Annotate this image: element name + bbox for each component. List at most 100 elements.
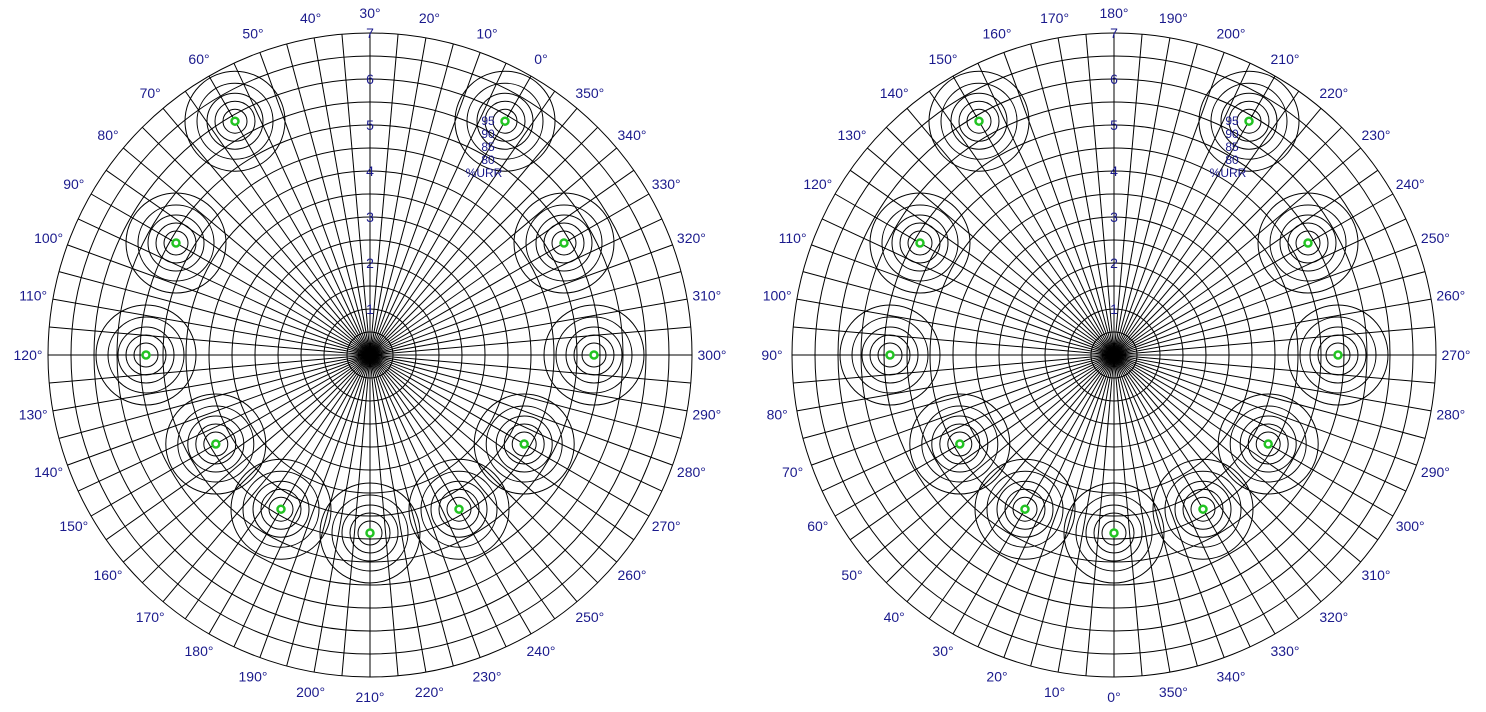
radial-spoke [1113,326,1435,356]
radial-spoke [821,218,1115,356]
radial-spoke [1113,354,1322,602]
target-marker [365,528,375,538]
target-ring [1085,504,1143,562]
radial-spoke [77,354,371,492]
angle-label: 40° [300,10,321,26]
target-ring [357,520,383,546]
radial-spoke [141,126,371,356]
radial-spoke [369,90,556,356]
radial-spoke [369,34,399,356]
target-ring [206,92,264,150]
radial-spoke [49,354,371,384]
angle-label: 90° [761,347,782,363]
target-ring [1325,342,1351,368]
radial-spoke [793,326,1115,356]
angle-label: 80° [97,127,118,143]
radial-spoke [1113,52,1225,356]
target-marker [559,238,569,248]
radial-label: 5 [366,117,374,133]
radial-spoke [90,354,371,517]
target-ring [484,100,526,142]
angle-label: 270° [652,518,681,534]
radial-spoke [1113,354,1394,517]
radial-spoke [1003,52,1115,356]
target-marker [1303,238,1313,248]
target-ring [877,342,903,368]
radial-spoke [286,43,371,356]
radial-spoke [928,354,1115,620]
radial-spoke [834,193,1115,356]
target-ring [513,192,615,294]
left-polar-plot: 0°10°20°30°40°50°60°70°80°90°100°110°120… [14,5,727,705]
angle-label: 210° [356,689,385,705]
target-ring [147,214,205,272]
urr-label: 90 [1225,127,1239,141]
target-ring [319,482,421,584]
radial-spoke [162,108,371,356]
target-ring [543,304,645,406]
target-ring [891,214,949,272]
radial-spoke [313,354,371,673]
target-marker [1198,504,1208,514]
target-ring [1299,316,1377,394]
radial-spoke [1113,62,1251,356]
radial-spoke [1113,90,1300,356]
target-marker [1109,528,1119,538]
radial-spoke [208,354,371,635]
target-ring [565,326,623,384]
angle-label: 160° [983,26,1012,42]
angle-label: 100° [763,288,792,304]
angle-label: 140° [880,85,909,101]
radial-spoke [802,271,1115,356]
urr-label: 95 [1225,114,1239,128]
angle-label: 90° [63,176,84,192]
angle-label: 260° [1436,288,1465,304]
target-ring [125,334,167,376]
radial-spoke [796,298,1115,356]
radial-label: 2 [1110,255,1118,271]
radial-spoke [1030,43,1115,356]
angle-label: 350° [1159,684,1188,700]
target-ring [939,423,981,465]
radial-label: 1 [1110,301,1118,317]
radial-spoke [77,218,371,356]
target-marker [519,439,529,449]
target-ring [125,192,227,294]
target-marker [454,504,464,514]
angle-label: 170° [1040,10,1069,26]
angle-label: 110° [779,230,807,246]
target-ring [1220,92,1278,150]
target-ring [476,92,534,150]
target-ring [1012,496,1038,522]
angle-label: 250° [575,609,604,625]
target-ring [1269,204,1347,282]
angle-label: 50° [841,567,862,583]
radial-spoke [369,43,454,356]
radial-spoke [369,354,427,673]
target-marker [1333,350,1343,360]
angle-label: 20° [986,668,1007,684]
urr-label: 90 [481,127,495,141]
target-marker [500,116,510,126]
angle-label: 250° [1421,230,1450,246]
radial-spoke [49,326,371,356]
urr-label: %URR [1210,166,1247,180]
target-ring [187,415,245,473]
target-ring [420,470,498,548]
target-ring [511,431,537,457]
radial-spoke [259,354,371,658]
target-marker [974,116,984,126]
target-marker [211,439,221,449]
target-marker [141,350,151,360]
radial-spoke [369,354,399,676]
target-ring [1190,496,1216,522]
target-ring [349,512,391,554]
target-ring [341,504,399,562]
angle-label: 300° [1396,518,1425,534]
radial-spoke [369,354,532,635]
target-ring [260,488,302,530]
target-ring [1279,214,1337,272]
angle-label: 220° [1319,85,1348,101]
angle-label: 20° [419,10,440,26]
target-ring [928,70,1030,172]
